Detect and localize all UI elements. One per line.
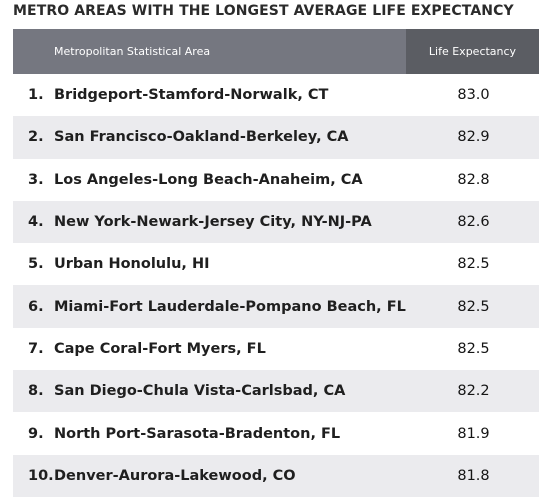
row-area-name: Cape Coral-Fort Myers, FL bbox=[54, 340, 266, 357]
row-life-expectancy-value: 82.9 bbox=[457, 129, 490, 146]
row-rank: 7. bbox=[28, 340, 44, 357]
table-row: 5. Urban Honolulu, HI 82.5 bbox=[13, 243, 539, 285]
row-area-name: Denver-Aurora-Lakewood, CO bbox=[54, 467, 296, 484]
row-area-name: San Diego-Chula Vista-Carlsbad, CA bbox=[54, 383, 346, 400]
table-row: 3. Los Angeles-Long Beach-Anaheim, CA 82.8 bbox=[13, 159, 539, 201]
table-row: 4. New York-Newark-Jersey City, NY-NJ-PA 8… bbox=[13, 200, 539, 244]
row-life-expectancy-value: 82.5 bbox=[457, 298, 490, 315]
table-row: 10. Denver-Aurora-Lakewood, CO 81.8 bbox=[13, 454, 539, 497]
row-area-name: Bridgeport-Stamford-Norwalk, CT bbox=[54, 87, 329, 104]
table-row: 7. Cape Coral-Fort Myers, FL 82.5 bbox=[13, 328, 539, 370]
row-rank: 4. bbox=[28, 214, 44, 231]
table-row: 6. Miami-Fort Lauderdale-Pompano Beach, F… bbox=[13, 285, 539, 328]
row-rank: 6. bbox=[28, 298, 44, 315]
row-rank: 10. bbox=[28, 467, 54, 484]
row-life-expectancy-value: 81.9 bbox=[457, 425, 490, 442]
table-row: 2. San Francisco-Oakland-Berkeley, CA 82.9 bbox=[13, 116, 539, 159]
row-life-expectancy-value: 82.2 bbox=[457, 383, 490, 400]
row-rank: 9. bbox=[28, 425, 44, 442]
row-rank: 8. bbox=[28, 383, 44, 400]
row-rank: 3. bbox=[28, 171, 44, 188]
row-life-expectancy-value: 82.5 bbox=[457, 340, 490, 357]
table-row: 8. San Diego-Chula Vista-Carlsbad, CA 82.2 bbox=[13, 370, 539, 413]
table-row: 1. Bridgeport-Stamford-Norwalk, CT 83.0 bbox=[13, 74, 539, 116]
row-rank: 1. bbox=[28, 87, 44, 104]
table-header: Metropolitan Statistical Area Life Expec… bbox=[13, 29, 539, 74]
row-area-name: Los Angeles-Long Beach-Anaheim, CA bbox=[54, 171, 363, 188]
row-area-name: Miami-Fort Lauderdale-Pompano Beach, FL bbox=[54, 298, 406, 315]
row-rank: 5. bbox=[28, 256, 44, 273]
row-life-expectancy-value: 82.8 bbox=[457, 171, 490, 188]
column-header-life-expectancy: Life Expectancy bbox=[406, 29, 539, 74]
row-life-expectancy-value: 82.6 bbox=[457, 214, 490, 231]
chart-title: METRO AREAS WITH THE LONGEST AVERAGE LIF… bbox=[13, 3, 514, 19]
row-area-name: North Port-Sarasota-Bradenton, FL bbox=[54, 425, 341, 442]
row-life-expectancy-value: 82.5 bbox=[457, 256, 490, 273]
row-area-name: San Francisco-Oakland-Berkeley, CA bbox=[54, 129, 349, 146]
row-area-name: New York-Newark-Jersey City, NY-NJ-PA bbox=[54, 214, 372, 231]
table-body: 1. Bridgeport-Stamford-Norwalk, CT 83.0 2. S… bbox=[13, 74, 539, 497]
row-life-expectancy-value: 83.0 bbox=[457, 87, 490, 104]
row-rank: 2. bbox=[28, 129, 44, 146]
row-life-expectancy-value: 81.8 bbox=[457, 467, 490, 484]
table-row: 9. North Port-Sarasota-Bradenton, FL 81.9 bbox=[13, 412, 539, 454]
column-header-area: Metropolitan Statistical Area bbox=[54, 45, 211, 58]
row-area-name: Urban Honolulu, HI bbox=[54, 256, 210, 273]
life-expectancy-table: Metropolitan Statistical Area Life Expec… bbox=[13, 29, 539, 497]
